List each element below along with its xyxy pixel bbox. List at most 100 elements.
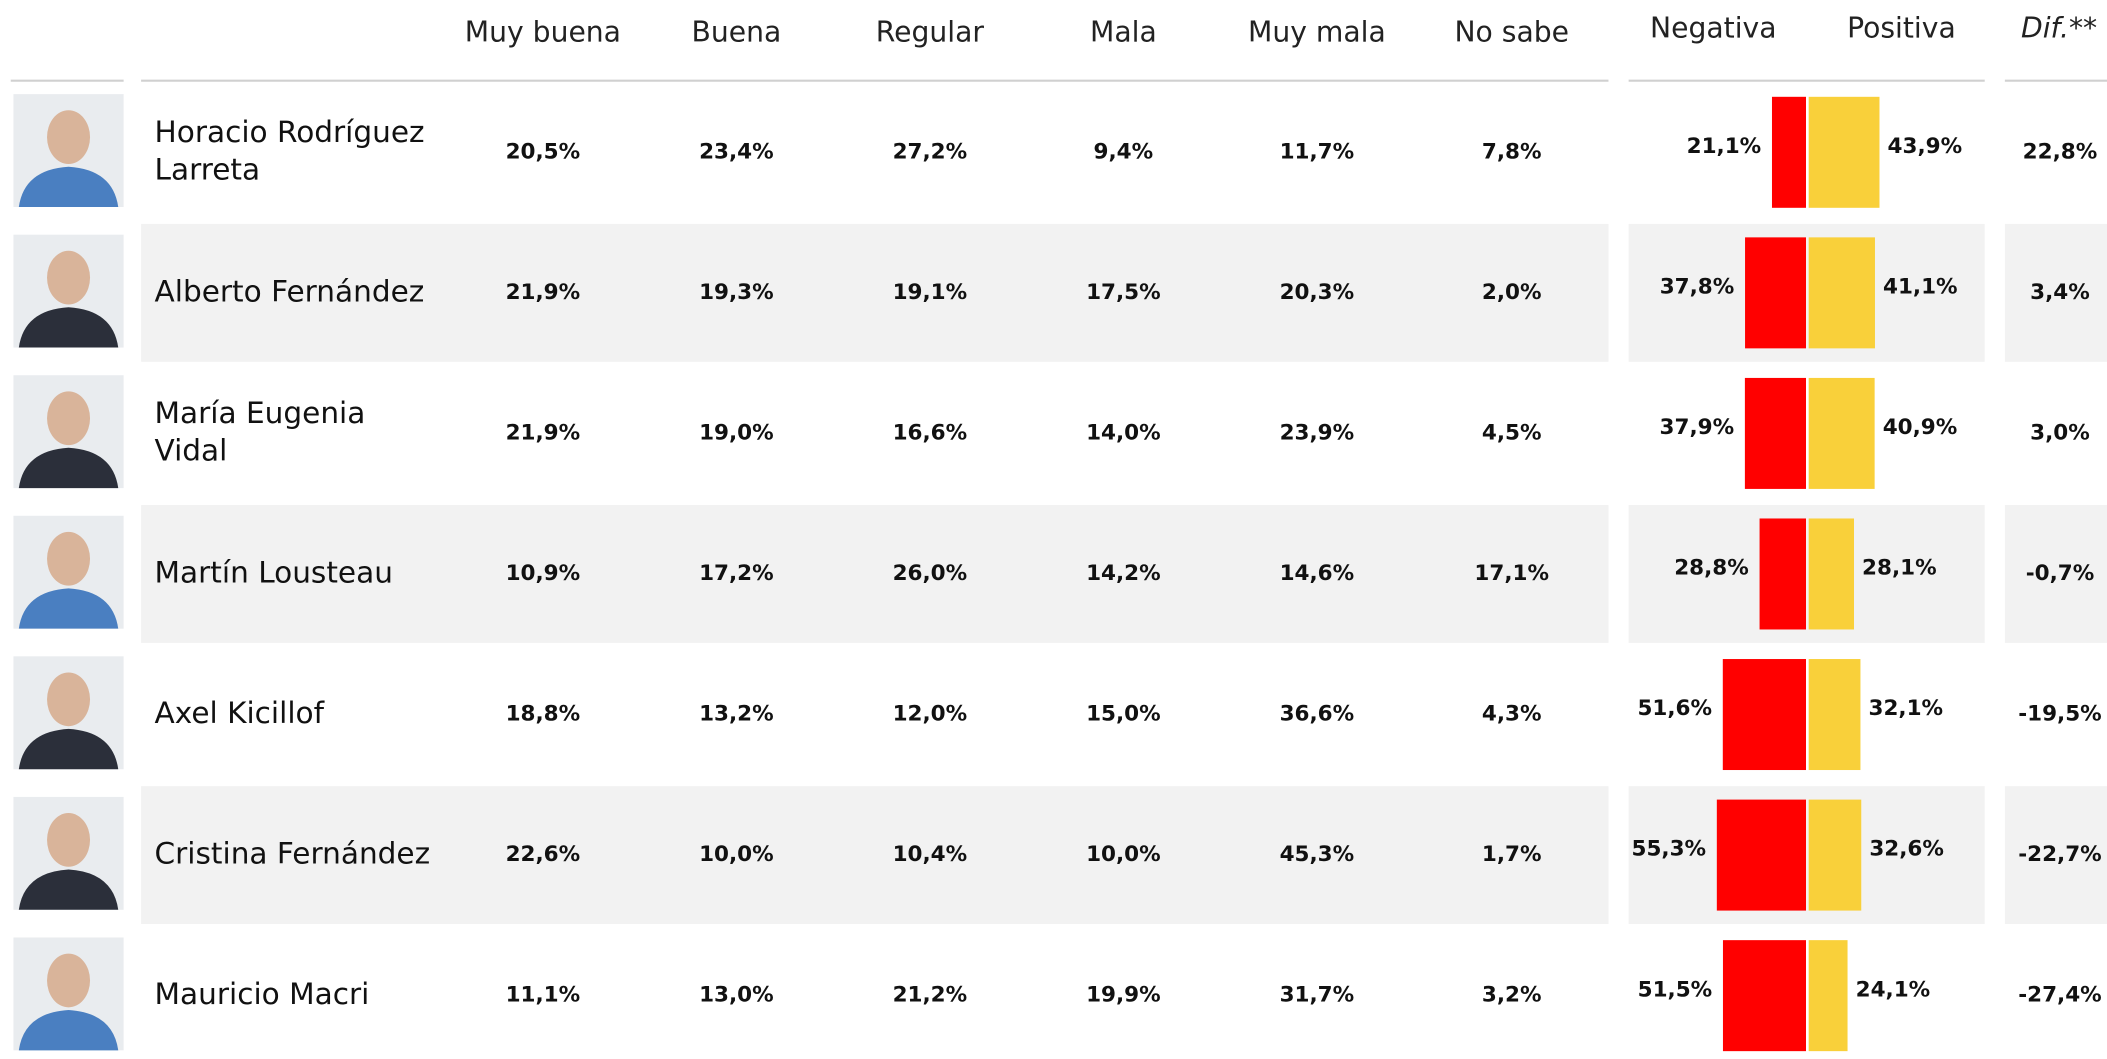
cell-value: 22,6% xyxy=(506,842,581,867)
cell-value: 36,6% xyxy=(1280,702,1355,727)
negative-label: 37,9% xyxy=(1660,415,1735,440)
row-background xyxy=(1628,505,1985,643)
positive-bar xyxy=(1808,940,1848,1052)
cell-value: 17,2% xyxy=(699,561,774,586)
portrait-head xyxy=(47,391,91,446)
cell-value: 17,5% xyxy=(1086,280,1161,305)
negative-label: 37,8% xyxy=(1660,274,1735,299)
cell-value: 23,4% xyxy=(699,139,774,164)
row-background xyxy=(141,786,1609,925)
row-background xyxy=(2004,223,2107,362)
cell-value: 2,0% xyxy=(1482,280,1542,305)
portrait-head xyxy=(47,813,91,867)
cell-value: 3,2% xyxy=(1482,983,1542,1008)
positive-bar xyxy=(1808,518,1854,630)
candidate-name: Cristina Fernández xyxy=(155,837,431,871)
cell-value: 10,4% xyxy=(893,842,968,867)
negative-bar xyxy=(1716,799,1806,911)
candidate-name: Larreta xyxy=(155,153,261,187)
candidate-name: Axel Kicillof xyxy=(155,696,325,730)
cell-value: 16,6% xyxy=(893,420,968,445)
cell-value: 11,7% xyxy=(1280,139,1355,164)
cell-value: 10,0% xyxy=(1086,842,1161,867)
cell-value: 13,2% xyxy=(699,702,774,727)
candidate-name: Martín Lousteau xyxy=(155,555,393,589)
cell-value: 4,5% xyxy=(1482,420,1542,445)
cell-value: 4,3% xyxy=(1482,702,1542,727)
positive-label: 24,1% xyxy=(1856,977,1931,1002)
portrait-body xyxy=(18,728,119,770)
portrait xyxy=(13,234,124,348)
portrait-head xyxy=(47,110,91,164)
row-background xyxy=(1628,786,1985,925)
difference: 3,0% xyxy=(2030,420,2090,445)
portrait-head xyxy=(47,531,91,586)
portrait-body xyxy=(18,447,119,489)
cell-value: 19,9% xyxy=(1086,983,1161,1008)
positive-bar xyxy=(1808,96,1880,208)
cell-value: 27,2% xyxy=(893,139,968,164)
negative-label: 51,5% xyxy=(1638,977,1713,1002)
cell-value: 21,2% xyxy=(893,983,968,1008)
cell-value: 21,9% xyxy=(506,420,581,445)
cell-value: 26,0% xyxy=(893,561,968,586)
column-header: Muy buena xyxy=(465,16,621,49)
row-background xyxy=(2004,786,2107,925)
cell-value: 18,8% xyxy=(506,702,581,727)
difference: -19,5% xyxy=(2018,702,2102,727)
cell-value: 15,0% xyxy=(1086,702,1161,727)
cell-value: 20,3% xyxy=(1280,280,1355,305)
column-header: No sabe xyxy=(1454,16,1569,49)
negative-bar xyxy=(1759,518,1806,630)
portrait-head xyxy=(47,250,91,305)
row-background xyxy=(2004,505,2107,643)
cell-value: 17,1% xyxy=(1474,561,1549,586)
candidate-name: Alberto Fernández xyxy=(155,274,425,308)
positive-label: 40,9% xyxy=(1883,415,1958,440)
portrait xyxy=(13,94,124,207)
row-background xyxy=(141,505,1609,643)
cell-value: 9,4% xyxy=(1094,139,1154,164)
column-header: Dif.** xyxy=(2021,12,2097,45)
portrait-body xyxy=(18,869,119,910)
negative-bar xyxy=(1722,659,1806,771)
difference: -27,4% xyxy=(2018,983,2102,1008)
negative-label: 55,3% xyxy=(1631,837,1706,862)
negative-bar xyxy=(1745,237,1806,349)
negative-bar xyxy=(1722,940,1806,1052)
positive-bar xyxy=(1808,799,1862,911)
cell-value: 20,5% xyxy=(506,139,581,164)
positive-bar xyxy=(1808,659,1861,771)
positive-bar xyxy=(1808,237,1875,349)
difference: 22,8% xyxy=(2023,139,2098,164)
column-header: Regular xyxy=(876,16,985,49)
cell-value: 10,9% xyxy=(506,561,581,586)
candidate-name: Horacio Rodríguez xyxy=(155,115,425,149)
cell-value: 23,9% xyxy=(1280,420,1355,445)
cell-value: 19,1% xyxy=(893,280,968,305)
positive-label: 43,9% xyxy=(1888,134,1963,159)
positive-label: 41,1% xyxy=(1883,274,1958,299)
cell-value: 14,0% xyxy=(1086,420,1161,445)
cell-value: 14,2% xyxy=(1086,561,1161,586)
row-background xyxy=(1628,223,1985,362)
cell-value: 14,6% xyxy=(1280,561,1355,586)
column-header: Negativa xyxy=(1650,12,1777,45)
cell-value: 21,9% xyxy=(506,280,581,305)
cell-value: 45,3% xyxy=(1280,842,1355,867)
difference: -0,7% xyxy=(2026,561,2095,586)
portrait-body xyxy=(18,1010,119,1051)
cell-value: 19,3% xyxy=(699,280,774,305)
cell-value: 7,8% xyxy=(1482,139,1542,164)
candidate-name: Vidal xyxy=(155,434,228,468)
portrait xyxy=(13,656,124,770)
column-header: Buena xyxy=(692,16,782,49)
cell-value: 31,7% xyxy=(1280,983,1355,1008)
column-header: Muy mala xyxy=(1248,16,1386,49)
portrait-body xyxy=(18,588,119,629)
portrait-body xyxy=(18,307,119,348)
positive-label: 32,1% xyxy=(1869,696,1944,721)
cell-value: 11,1% xyxy=(506,983,581,1008)
cell-value: 13,0% xyxy=(699,983,774,1008)
